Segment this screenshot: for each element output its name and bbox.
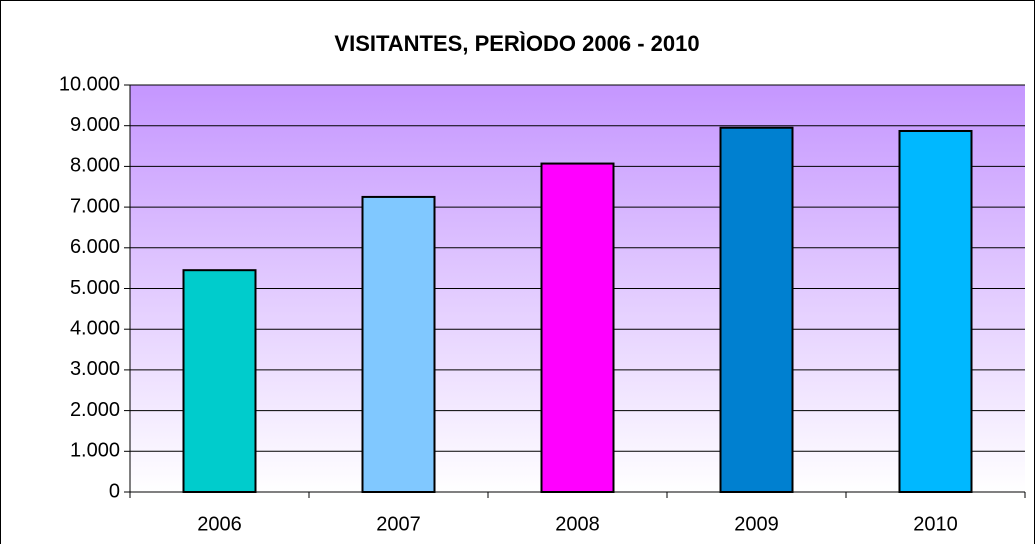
bar <box>898 129 973 493</box>
x-tick-label: 2008 <box>555 513 600 535</box>
x-tick-label: 2010 <box>913 513 958 535</box>
y-tick-label: 2.000 <box>70 399 120 421</box>
y-tick-label: 9.000 <box>70 114 120 136</box>
bar <box>719 126 794 494</box>
bar <box>361 195 436 494</box>
y-tick-label: 8.000 <box>70 155 120 177</box>
bar <box>182 269 257 493</box>
x-tick-label: 2006 <box>197 513 242 535</box>
x-tick-label: 2009 <box>734 513 779 535</box>
y-tick-label: 7.000 <box>70 195 120 217</box>
y-tick-label: 1.000 <box>70 440 120 462</box>
y-tick-label: 3.000 <box>70 358 120 380</box>
y-tick-label: 6.000 <box>70 236 120 258</box>
x-tick-label: 2007 <box>376 513 421 535</box>
bar <box>540 162 615 493</box>
y-tick-label: 5.000 <box>70 277 120 299</box>
y-tick-label: 10.000 <box>59 73 120 95</box>
chart-title: VISITANTES, PERÌODO 2006 - 2010 <box>334 31 699 56</box>
y-tick-label: 4.000 <box>70 317 120 339</box>
y-tick-label: 0 <box>109 480 120 502</box>
